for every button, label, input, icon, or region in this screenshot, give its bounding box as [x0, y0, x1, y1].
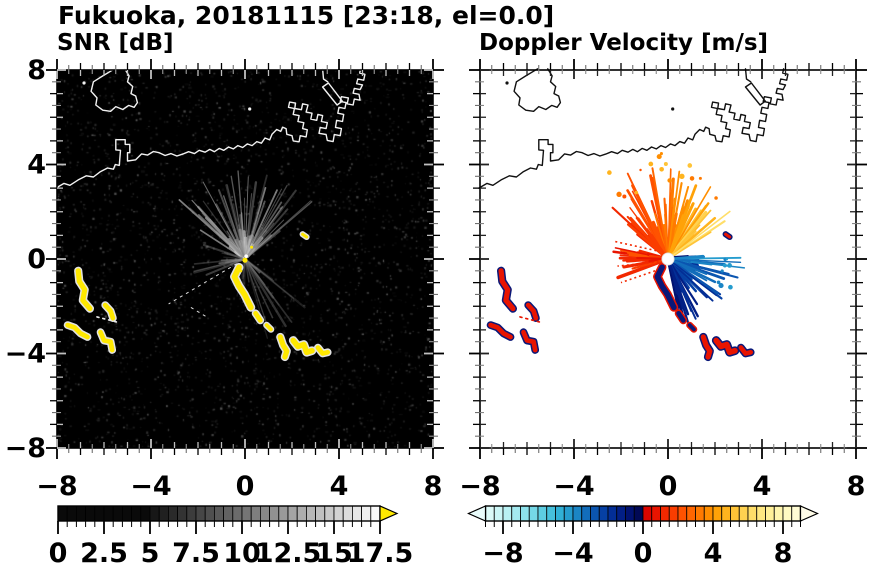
- colorbar-tick-label: 2.5: [80, 538, 128, 569]
- doppler-coastline: [478, 68, 789, 189]
- x-tick-label: 4: [753, 471, 772, 502]
- x-tick-label: 4: [330, 471, 349, 502]
- x-tick-label: 8: [847, 471, 866, 502]
- x-tick-label: −4: [553, 471, 594, 502]
- doppler-echo-blobs: [486, 231, 755, 362]
- snr-over-range-arrow: [379, 505, 399, 522]
- y-tick-label: −4: [5, 339, 46, 370]
- colorbar-tick-label: 12.5: [255, 538, 322, 569]
- colorbar-tick-label: 10: [223, 538, 261, 569]
- snr-panel-title: SNR [dB]: [57, 30, 174, 56]
- doppler-axes: −8 −4 0 4 8: [459, 59, 867, 502]
- snr-axes: −8 −4 0 4 8 8 4 0 −4 −8: [5, 55, 444, 502]
- doppler-under-range-arrow: [467, 505, 487, 522]
- y-tick-label: 8: [27, 55, 46, 86]
- figure-title: Fukuoka, 20181115 [23:18, el=0.0]: [58, 1, 555, 30]
- snr-clutter-fan: [168, 170, 313, 339]
- doppler-velocity-fans: [607, 152, 746, 323]
- snr-echo-blobs: [63, 231, 332, 362]
- x-tick-label: −8: [459, 471, 500, 502]
- y-tick-label: 0: [27, 244, 46, 275]
- colorbar-tick-label: 0: [49, 538, 68, 569]
- x-tick-label: −4: [130, 471, 171, 502]
- x-tick-label: 0: [236, 471, 255, 502]
- colorbar-tick-label: 17.5: [347, 538, 414, 569]
- doppler-panel-title: Doppler Velocity [m/s]: [479, 30, 769, 56]
- y-tick-label: 4: [27, 150, 46, 181]
- colorbar-tick-label: 7.5: [172, 538, 220, 569]
- y-tick-label: −8: [5, 433, 46, 464]
- colorbar-tick-label: 15: [315, 538, 353, 569]
- colorbar-tick-label: −8: [482, 538, 523, 569]
- snr-coastline: [55, 68, 366, 189]
- colorbar-tick-label: 4: [704, 538, 723, 569]
- x-tick-label: −8: [36, 471, 77, 502]
- x-tick-label: 0: [659, 471, 678, 502]
- colorbar-tick-label: 8: [774, 538, 793, 569]
- radar-center-marks: [239, 245, 675, 273]
- colorbar-tick-label: 0: [634, 538, 653, 569]
- doppler-over-range-arrow: [799, 505, 819, 522]
- x-tick-label: 8: [424, 471, 443, 502]
- colorbar-tick-label: 5: [141, 538, 160, 569]
- doppler-colorbar: −8 −4 0 4 8: [467, 505, 819, 569]
- colorbar-tick-label: −4: [552, 538, 593, 569]
